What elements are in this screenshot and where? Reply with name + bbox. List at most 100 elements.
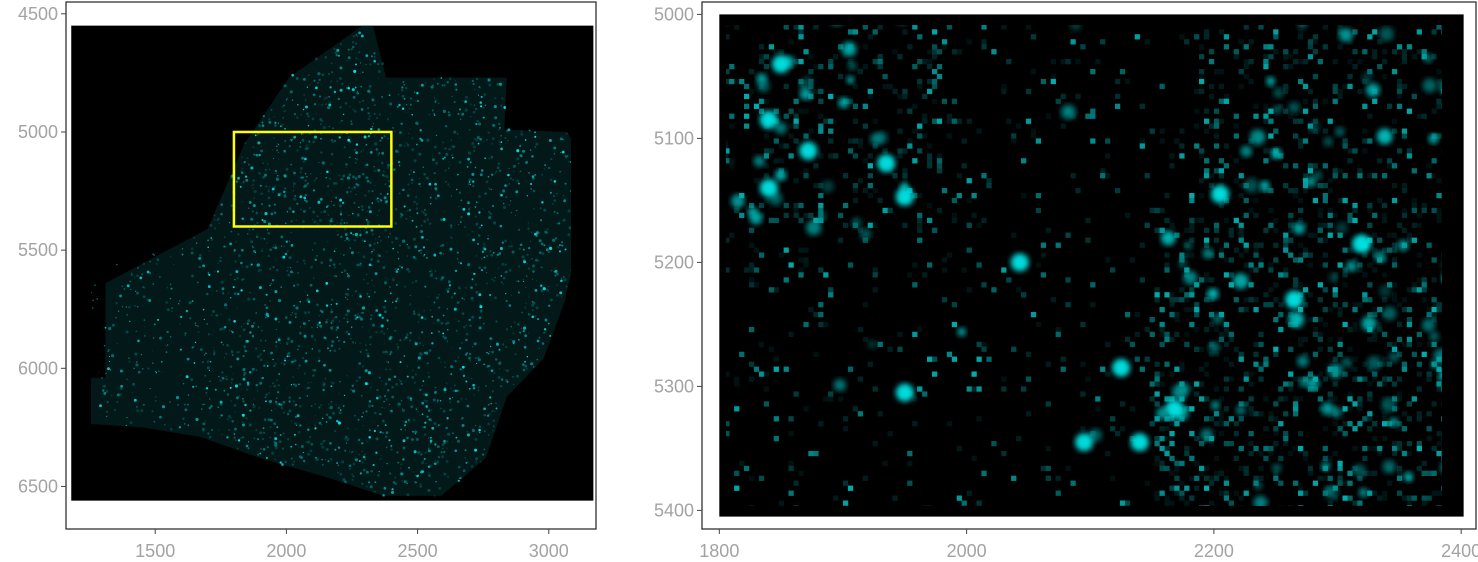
signal-dot [500, 134, 503, 137]
signal-dot [236, 351, 239, 354]
signal-pixel [1273, 317, 1279, 323]
signal-pixel [1189, 431, 1195, 437]
signal-dot [333, 139, 337, 143]
signal-dot [351, 294, 354, 297]
signal-pixel [1213, 222, 1220, 228]
signal-dot [320, 173, 322, 175]
signal-pixel [1194, 381, 1200, 387]
signal-dot [280, 235, 284, 239]
signal-pixel [1268, 108, 1274, 114]
signal-dot [140, 353, 143, 356]
signal-dot [498, 361, 502, 366]
signal-pixel [1154, 460, 1160, 467]
signal-dot [364, 458, 367, 461]
signal-dot [273, 203, 276, 206]
signal-dot [455, 188, 458, 191]
signal-pixel [808, 54, 814, 60]
signal-pixel [1367, 173, 1373, 179]
signal-pixel [1001, 83, 1007, 90]
signal-dot [328, 103, 332, 107]
signal-pixel [1293, 188, 1299, 194]
signal-dot [362, 71, 364, 73]
signal-pixel [1248, 267, 1254, 273]
signal-dot [217, 406, 220, 409]
signal-pixel [1164, 252, 1170, 258]
signal-dot [368, 429, 371, 432]
signal-pixel [1337, 307, 1343, 313]
signal-pixel [927, 49, 933, 55]
signal-pixel [1307, 371, 1314, 377]
signal-dot [213, 214, 216, 217]
signal-pixel [1372, 331, 1378, 338]
signal-dot [343, 254, 345, 256]
signal-pixel [877, 341, 883, 348]
signal-dot [191, 274, 194, 278]
signal-dot [386, 250, 388, 253]
signal-dot [368, 435, 372, 439]
signal-dot [105, 372, 107, 375]
signal-pixel [1105, 173, 1111, 179]
signal-dot [305, 200, 308, 203]
signal-pixel [1377, 307, 1383, 313]
signal-dot [494, 358, 498, 361]
signal-pixel [1317, 406, 1323, 412]
signal-dot [223, 389, 226, 392]
signal-pixel [1154, 376, 1160, 382]
signal-pixel [1401, 49, 1408, 55]
signal-dot [179, 426, 181, 428]
signal-pixel [1238, 495, 1244, 501]
signal-pixel [1411, 54, 1417, 60]
signal-pixel [1298, 143, 1304, 149]
signal-dot [483, 430, 486, 433]
signal-pixel [1218, 336, 1225, 343]
signal-pixel [877, 54, 883, 60]
signal-dot [305, 386, 309, 390]
signal-dot [371, 264, 374, 267]
signal-pixel [808, 450, 814, 457]
signal-pixel [1174, 366, 1180, 372]
signal-dot [365, 218, 368, 221]
signal-dot [274, 443, 278, 447]
signal-dot [457, 286, 461, 290]
signal-pixel [1332, 421, 1338, 427]
signal-dot [320, 211, 323, 214]
signal-dot [165, 301, 169, 304]
signal-pixel [1164, 416, 1170, 422]
signal-pixel [1441, 336, 1442, 343]
signal-dot [264, 212, 268, 216]
signal-dot [302, 459, 306, 463]
signal-dot [159, 276, 161, 278]
signal-dot [247, 447, 250, 450]
signal-pixel [1312, 163, 1319, 169]
signal-dot [383, 135, 386, 138]
signal-pixel [912, 158, 918, 164]
signal-dot [375, 451, 378, 454]
signal-dot [401, 266, 403, 269]
signal-pixel [932, 356, 938, 362]
signal-dot [518, 162, 520, 164]
signal-dot [120, 387, 123, 390]
signal-dot [429, 270, 431, 273]
signal-dot [394, 476, 397, 479]
signal-pixel [1184, 297, 1190, 303]
signal-dot [92, 307, 94, 309]
cell-blob [1388, 351, 1400, 363]
signal-pixel [1238, 356, 1244, 362]
signal-dot [255, 154, 259, 157]
signal-dot [546, 228, 549, 231]
signal-dot [461, 297, 463, 299]
signal-dot [405, 111, 407, 113]
signal-pixel [981, 44, 987, 50]
signal-pixel [1016, 436, 1022, 442]
signal-dot [511, 250, 515, 254]
signal-pixel [1184, 500, 1190, 506]
signal-dot [206, 292, 209, 296]
signal-pixel [1194, 143, 1200, 149]
signal-pixel [1396, 88, 1403, 95]
signal-pixel [1223, 386, 1230, 392]
signal-dot [107, 350, 109, 352]
signal-pixel [1159, 436, 1165, 442]
signal-dot [299, 167, 303, 170]
signal-dot [283, 174, 287, 178]
signal-pixel [1396, 222, 1403, 228]
